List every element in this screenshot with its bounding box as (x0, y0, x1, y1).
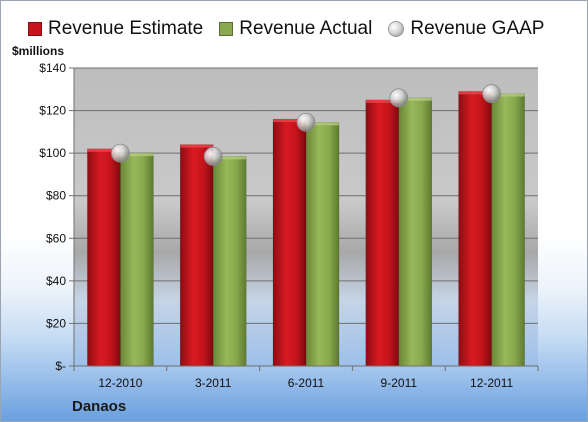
legend-item-estimate: Revenue Estimate (28, 18, 203, 40)
bar-revenue-actual (212, 156, 247, 367)
bar-revenue-actual-cap (306, 122, 339, 126)
bar-revenue-actual-cap (120, 153, 154, 157)
axes: $- $20 $40 $60 $80 $100 $120 $140 12-2010 3-2011 6… (39, 61, 539, 390)
x-tick-label: 9-2011 (381, 376, 418, 390)
x-tick-label: 12-2011 (470, 376, 513, 390)
bar-revenue-actual-cap (213, 156, 247, 160)
bar-revenue-estimate-cap (180, 144, 214, 148)
bar-revenue-estimate-cap (87, 148, 121, 152)
marker-revenue-gaap (203, 146, 223, 166)
marker-revenue-gaap (389, 88, 409, 108)
marker-revenue-gaap (296, 112, 316, 132)
y-tick-label: $60 (46, 231, 66, 245)
y-tick-label: $140 (39, 61, 66, 75)
legend-label-estimate: Revenue Estimate (48, 18, 204, 39)
y-axis-unit-label: $millions (12, 44, 65, 58)
bar-revenue-estimate-cap (365, 99, 399, 103)
y-tick-label: $20 (46, 316, 66, 330)
y-tick-label: $80 (46, 189, 66, 203)
company-name: Danaos (72, 398, 127, 415)
bar-revenue-estimate (365, 99, 400, 367)
bar-revenue-actual (398, 97, 433, 367)
bars (87, 91, 525, 367)
marker-revenue-gaap (482, 84, 502, 103)
legend-swatch-actual (219, 22, 234, 36)
legend-label-gaap: Revenue GAAP (410, 18, 545, 39)
y-tick-label: $- (55, 359, 66, 373)
bar-revenue-actual-cap (398, 97, 432, 101)
x-tick-label: 6-2011 (288, 376, 325, 390)
legend-label-actual: Revenue Actual (239, 18, 373, 39)
legend-item-actual: Revenue Actual (219, 18, 372, 40)
bar-revenue-estimate (458, 91, 492, 367)
y-tick-label: $120 (39, 104, 66, 118)
bar-revenue-estimate (272, 118, 307, 367)
y-tick-label: $100 (39, 146, 66, 160)
markers (111, 84, 502, 166)
bar-revenue-estimate-cap (273, 119, 306, 123)
legend-item-gaap: Revenue GAAP (388, 18, 544, 40)
chart-legend: Revenue Estimate Revenue Actual Revenue … (28, 16, 544, 42)
legend-marker-gaap (388, 21, 405, 37)
x-tick-label: 3-2011 (195, 376, 232, 390)
bar-revenue-estimate-cap (458, 91, 492, 95)
bar-revenue-actual (120, 152, 154, 367)
bar-revenue-actual (491, 93, 525, 367)
bar-revenue-actual-cap (491, 93, 525, 97)
marker-revenue-gaap (111, 143, 130, 163)
y-tick-label: $40 (46, 274, 66, 288)
legend-swatch-estimate (28, 22, 42, 36)
bar-revenue-actual (305, 122, 340, 367)
bar-revenue-estimate (179, 144, 214, 367)
bar-revenue-estimate (87, 148, 121, 367)
x-tick-label: 12-2010 (98, 376, 142, 390)
